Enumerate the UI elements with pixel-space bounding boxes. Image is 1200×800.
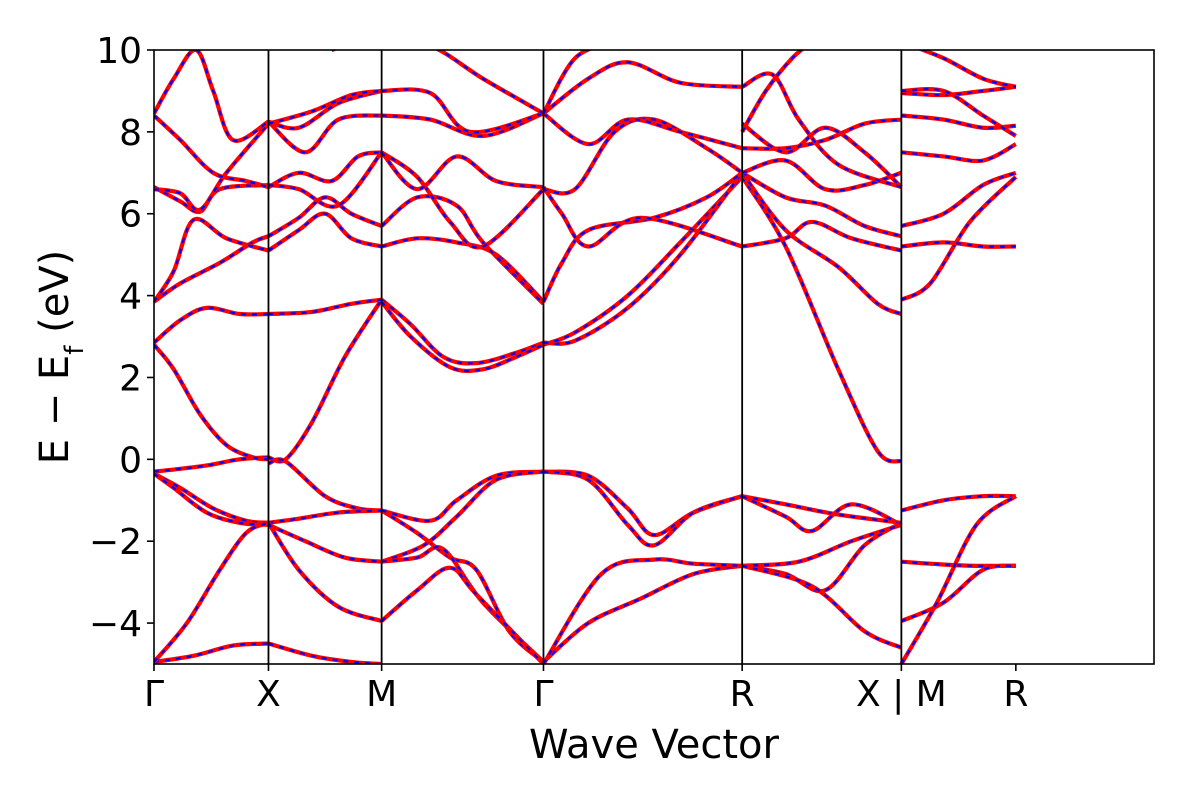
band-line-dashed-22 [267, 151, 382, 189]
band-line-dashed-9 [154, 114, 269, 189]
band-line-dashed-77 [901, 85, 1016, 97]
band-line-dashed-55 [741, 172, 902, 316]
band-line-dashed-23 [268, 151, 383, 208]
band-line-dashed-40 [381, 88, 544, 134]
band-line-dashed-34 [380, 566, 545, 664]
y-axis-title-unit: (eV) [32, 250, 78, 346]
x-tick-label-4: R [730, 674, 755, 715]
band-line-dashed-39 [381, 112, 544, 138]
band-line-dashed-79 [920, 50, 1017, 88]
band-line-dashed-71 [900, 495, 1017, 664]
band-line-dashed-21 [267, 196, 383, 238]
band-line-dashed-35 [381, 237, 545, 303]
band-line-dashed-56 [741, 495, 902, 524]
band-line-dashed-50 [542, 186, 743, 248]
band-line-dashed-78 [901, 88, 1017, 137]
band-line-solid-16 [267, 522, 382, 564]
x-tick-label-2: M [366, 674, 397, 715]
band-line-dashed-65 [741, 122, 903, 188]
band-line-dashed-72 [900, 176, 1017, 301]
band-lines [154, 50, 1018, 664]
y-axis-title-main: E − E [32, 355, 78, 465]
y-axis-title-subscript: f [60, 345, 90, 355]
x-axis-title: Wave Vector [529, 722, 780, 768]
band-line-dashed-73 [901, 241, 1016, 248]
band-line-dashed-3 [154, 344, 269, 461]
band-line-dashed-26 [268, 89, 382, 125]
band-line-dashed-44 [542, 564, 743, 663]
y-tick-label-2: 0 [119, 440, 142, 481]
band-line-solid-43 [543, 469, 743, 548]
band-line-dashed-46 [543, 176, 743, 346]
y-tick-label-1: −2 [89, 522, 142, 563]
band-line-dashed-0 [154, 456, 269, 473]
band-line-dashed-29 [380, 301, 544, 373]
x-tick-label-0: Γ [144, 674, 164, 715]
band-line-dashed-59 [742, 523, 902, 567]
band-line-dashed-2 [154, 472, 269, 526]
band-line-dashed-74 [901, 171, 1017, 228]
band-line-dashed-75 [901, 143, 1017, 163]
band-line-solid-70 [900, 563, 1017, 623]
high-symmetry-lines [267, 50, 903, 664]
band-line-dashed-28 [380, 298, 544, 365]
y-tick-label-3: 2 [119, 358, 142, 399]
x-tick-label-1: X [256, 674, 281, 715]
band-line-dashed-8 [154, 122, 270, 212]
y-tick-label-0: −4 [89, 604, 142, 645]
band-line-dashed-38 [380, 151, 544, 191]
y-tick-label-7: 10 [96, 31, 142, 72]
band-line-dashed-17 [267, 522, 382, 623]
y-tick-label-4: 4 [119, 277, 142, 318]
band-line-solid-41 [434, 50, 545, 116]
band-line-dashed-20 [267, 212, 382, 252]
band-line-dashed-31 [381, 470, 544, 522]
band-line-dashed-45 [542, 558, 743, 664]
y-tick-label-5: 6 [119, 195, 142, 236]
band-line-dashed-6 [154, 217, 269, 303]
band-line-dashed-24 [268, 89, 382, 130]
band-line-dashed-52 [542, 61, 743, 115]
band-line-dashed-37 [381, 151, 545, 249]
band-line-dashed-69 [901, 560, 1016, 568]
band-line-dashed-19 [268, 298, 382, 316]
band-line-dashed-25 [267, 114, 382, 154]
band-line-dashed-67 [741, 50, 803, 133]
band-line-dashed-12 [154, 521, 269, 663]
band-line-dashed-54 [741, 176, 902, 463]
band-line-dashed-68 [901, 494, 1016, 512]
band-line-dashed-5 [154, 235, 269, 303]
x-tick-label-6: R [1003, 674, 1028, 715]
band-line-dashed-57 [741, 495, 902, 533]
band-line-dashed-15 [268, 509, 382, 524]
band-line-dashed-47 [543, 172, 744, 345]
band-line-solid-60 [741, 563, 903, 650]
band-line-dashed-36 [380, 195, 545, 305]
plot-frame [153, 49, 1155, 665]
band-line-dashed-66 [741, 72, 902, 189]
band-line-dashed-1 [154, 472, 269, 524]
band-line-dashed-4 [154, 306, 269, 344]
band-line-dashed-10 [154, 50, 270, 142]
x-tick-label-5: X | M [856, 674, 947, 715]
band-line-dashed-48 [542, 171, 743, 303]
band-line-dashed-11 [154, 642, 269, 664]
y-axis-title: E − Ef (eV) [32, 250, 90, 465]
band-line-dashed-53 [542, 50, 591, 114]
x-ticks: Γ X M Γ R X | M R [144, 664, 1028, 715]
band-line-dashed-62 [741, 171, 902, 238]
band-line-dashed-61 [741, 220, 902, 252]
band-line-dashed-51 [542, 112, 743, 150]
y-ticks: −4 −2 0 2 4 6 8 10 [89, 31, 154, 645]
y-tick-label-6: 8 [119, 113, 142, 154]
band-line-dashed-32 [381, 470, 544, 563]
band-line-dashed-58 [741, 521, 902, 593]
x-tick-label-3: Γ [533, 674, 553, 715]
